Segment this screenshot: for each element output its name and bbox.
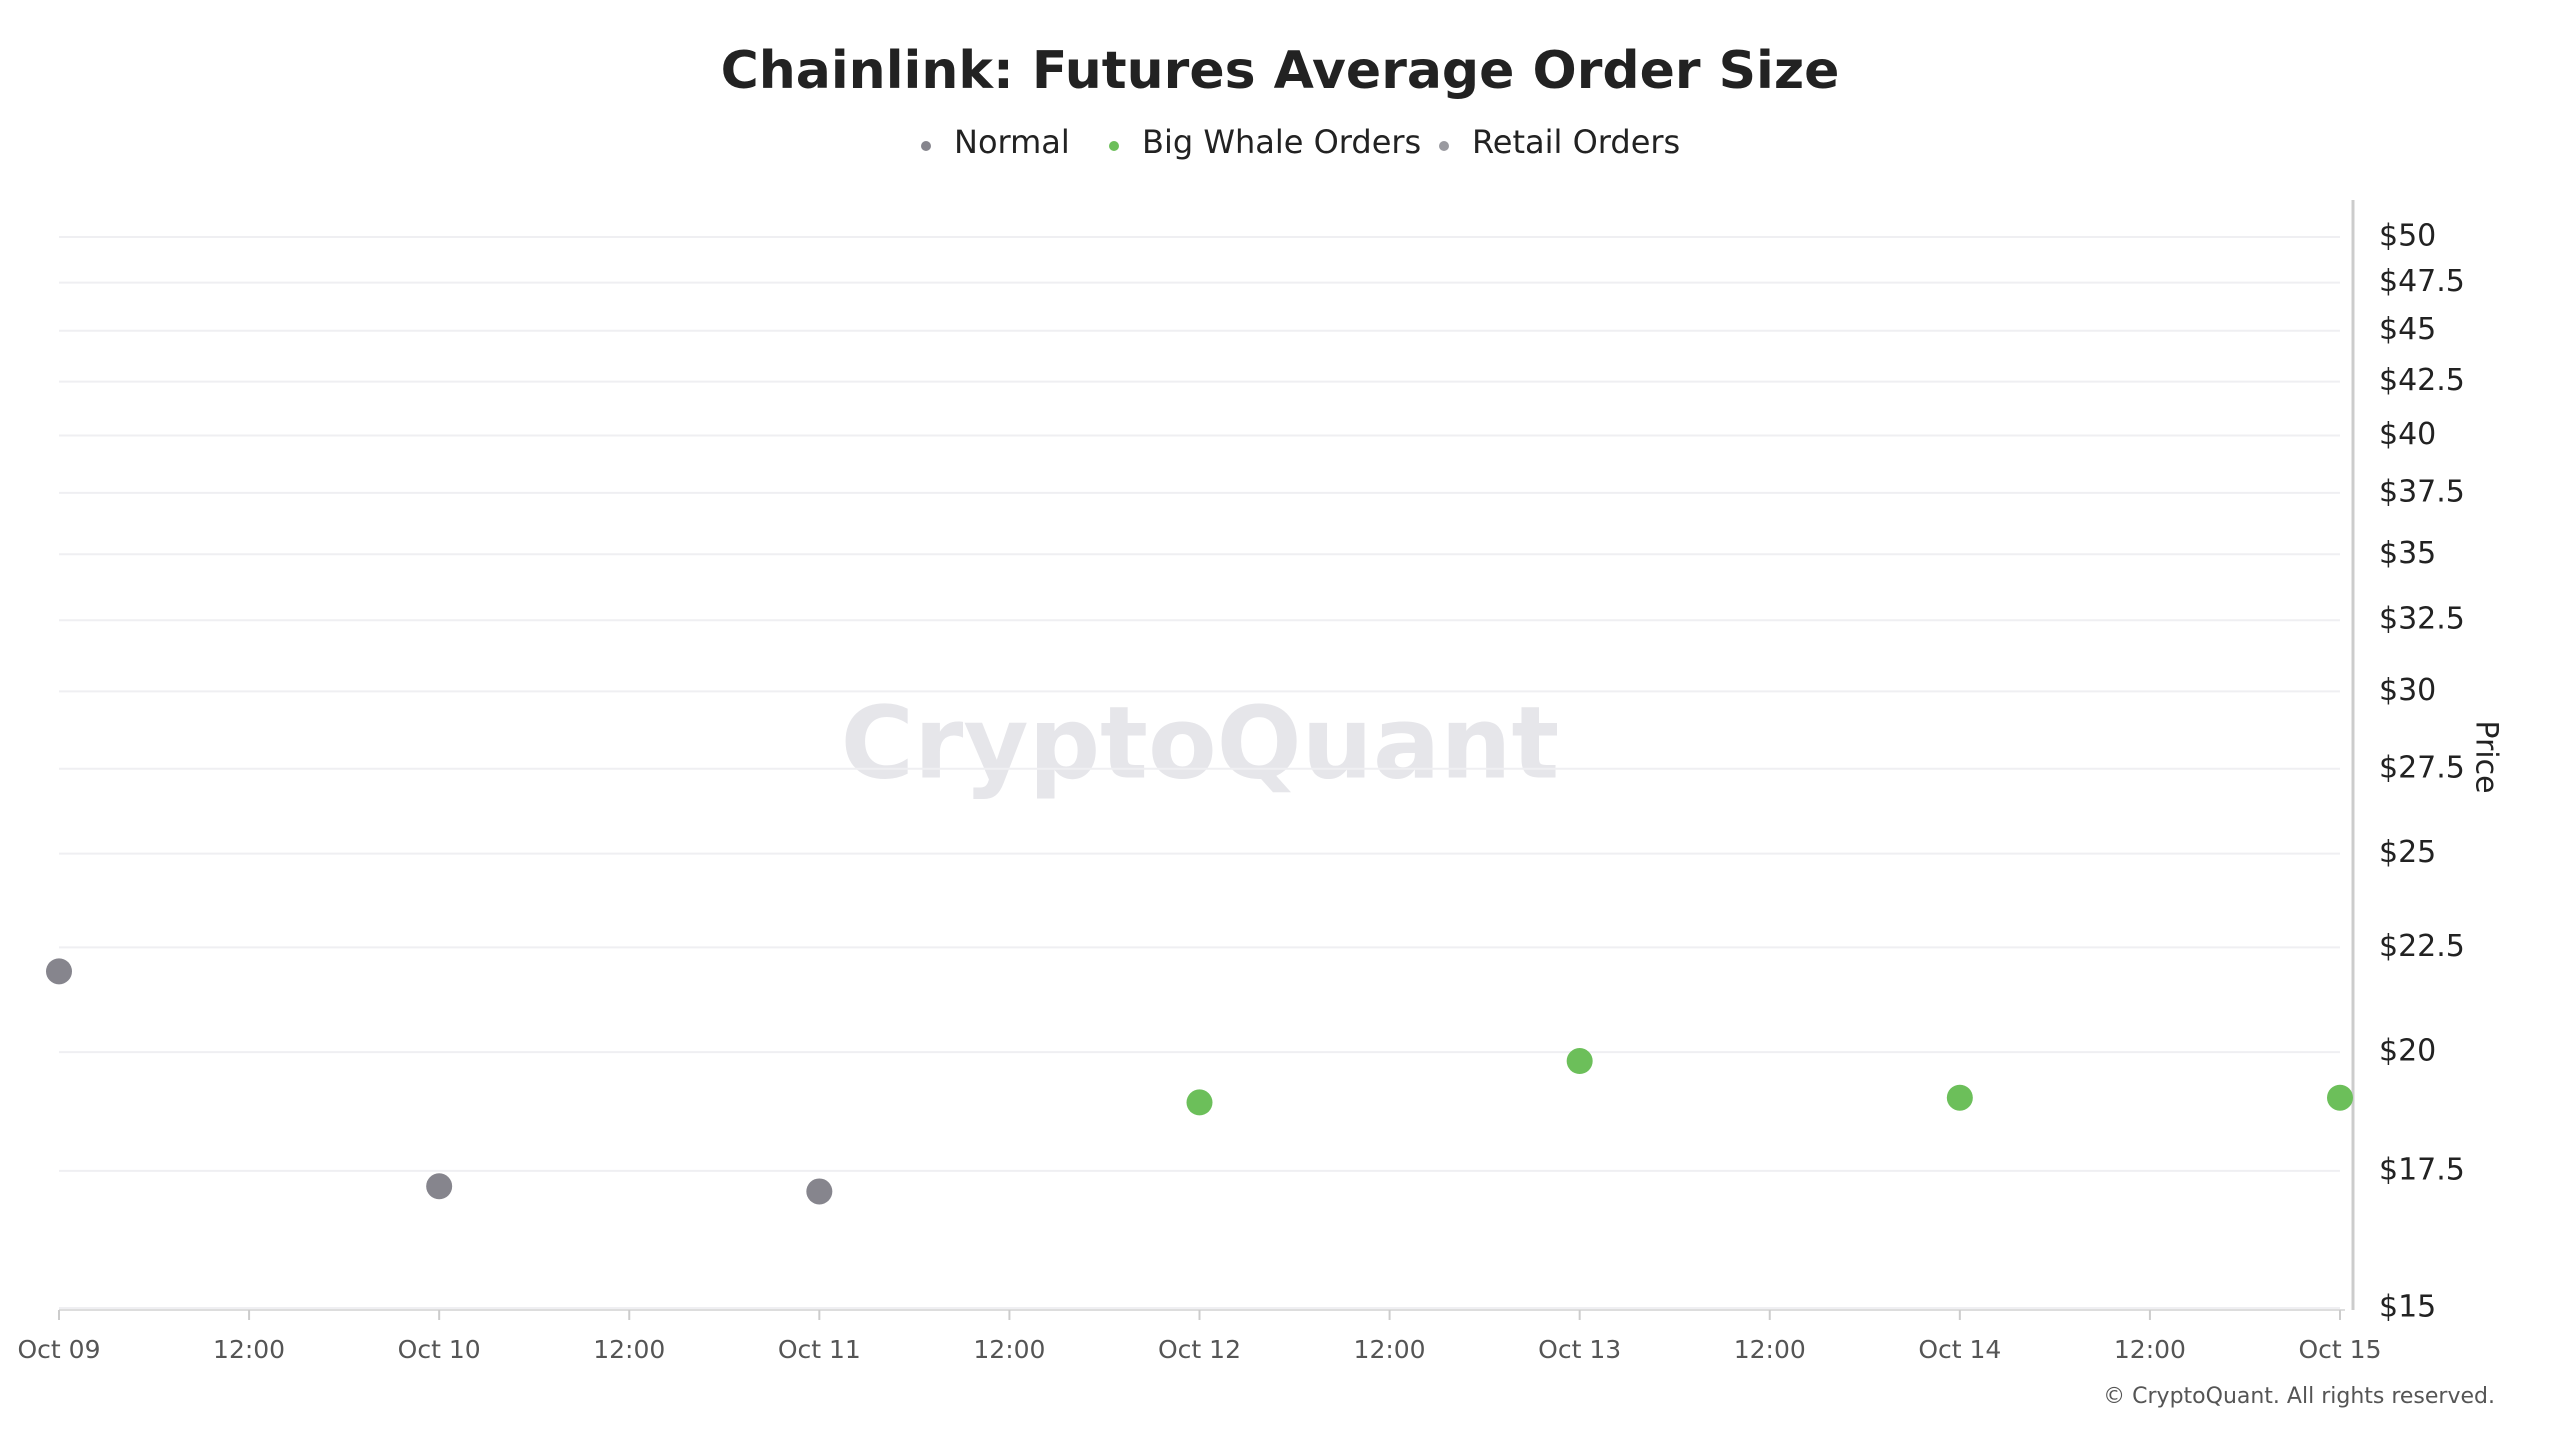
- x-tick-label: Oct 14: [1918, 1335, 2001, 1364]
- footer: © CryptoQuant. All rights reserved.: [2103, 1384, 2495, 1409]
- y-tick-label: $30: [2379, 673, 2436, 708]
- y-tick-label: $17.5: [2379, 1152, 2465, 1187]
- y-tick-label: $40: [2379, 417, 2436, 452]
- point: [1186, 1089, 1213, 1116]
- y-tick-label: $27.5: [2379, 750, 2465, 785]
- x-tick-label: 12:00: [973, 1335, 1045, 1364]
- x-tick-label: Oct 13: [1538, 1335, 1621, 1364]
- x-tick-label: 12:00: [1354, 1335, 1426, 1364]
- x-tick-label: 12:00: [593, 1335, 665, 1364]
- legend-label: Normal: [954, 123, 1070, 161]
- y-tick-label: $45: [2379, 312, 2436, 347]
- x-tick-label: Oct 15: [2299, 1335, 2382, 1364]
- watermark: CryptoQuant: [841, 684, 1560, 801]
- y-tick-label: $50: [2379, 219, 2436, 254]
- point: [426, 1173, 453, 1200]
- x-tick-label: 12:00: [1734, 1335, 1806, 1364]
- legend-marker: [1109, 141, 1119, 151]
- legend-marker: [1439, 141, 1449, 151]
- y-tick-label: $37.5: [2379, 474, 2465, 509]
- y-axis-label: Price: [2469, 720, 2504, 793]
- legend-label: Big Whale Orders: [1142, 123, 1421, 161]
- x-tick-label: Oct 11: [778, 1335, 861, 1364]
- point: [1566, 1048, 1593, 1075]
- legend-label: Retail Orders: [1472, 123, 1680, 161]
- x-tick-label: 12:00: [2114, 1335, 2186, 1364]
- y-tick-label: $32.5: [2379, 602, 2465, 637]
- chart-title: Chainlink: Futures Average Order Size: [721, 41, 1840, 101]
- y-tick-label: $35: [2379, 536, 2436, 571]
- point: [46, 958, 72, 985]
- y-tick-label: $42.5: [2379, 363, 2465, 398]
- y-tick-label: $25: [2379, 835, 2436, 870]
- x-tick-label: 12:00: [213, 1335, 285, 1364]
- x-tick-label: Oct 09: [18, 1335, 101, 1364]
- y-tick-label: $15: [2379, 1290, 2436, 1325]
- point: [2327, 1084, 2353, 1111]
- y-tick-label: $47.5: [2379, 264, 2465, 299]
- y-tick-label: $20: [2379, 1034, 2436, 1069]
- x-tick-label: Oct 10: [398, 1335, 481, 1364]
- legend-marker: [921, 141, 931, 151]
- x-tick-label: Oct 12: [1158, 1335, 1241, 1364]
- point: [806, 1178, 833, 1205]
- y-tick-label: $22.5: [2379, 929, 2465, 964]
- point: [1946, 1084, 1973, 1111]
